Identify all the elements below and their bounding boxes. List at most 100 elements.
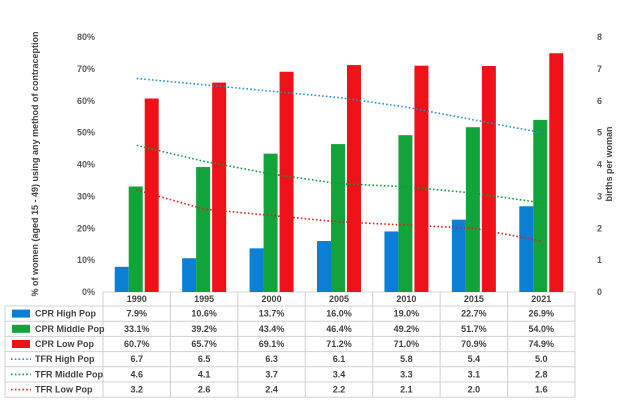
data-label: 54.0% xyxy=(529,324,555,334)
data-label: 3.4 xyxy=(333,369,346,379)
y2-tick-label: 0 xyxy=(597,287,602,297)
bar-cpr-low-pop xyxy=(347,65,361,292)
bar-cpr-high-pop xyxy=(249,248,264,292)
legend-entry: CPR Middle Pop xyxy=(35,324,105,334)
data-label: 13.7% xyxy=(259,309,285,319)
data-label: 22.7% xyxy=(461,309,487,319)
data-label: 1.6 xyxy=(535,385,548,395)
y2-axis-title: births per woman xyxy=(604,126,614,201)
data-label: 3.1 xyxy=(468,369,481,379)
x-tick-label: 2010 xyxy=(396,294,416,304)
bar-cpr-middle-pop xyxy=(331,144,345,292)
data-label: 6.5 xyxy=(198,354,211,364)
data-label: 74.9% xyxy=(529,339,555,349)
legend-entry: TFR Low Pop xyxy=(35,385,93,395)
legend-entry: CPR Low Pop xyxy=(35,339,94,349)
data-label: 2.2 xyxy=(333,385,346,395)
data-label: 6.3 xyxy=(265,354,278,364)
data-label: 5.4 xyxy=(468,354,481,364)
data-label: 3.3 xyxy=(400,369,413,379)
bar-cpr-low-pop xyxy=(414,65,429,292)
data-label: 5.8 xyxy=(400,354,413,364)
y-axis-title: % of women (aged 15 - 49) using any meth… xyxy=(30,31,40,296)
bar-cpr-low-pop xyxy=(481,66,496,292)
bar-cpr-high-pop xyxy=(114,266,129,292)
legend-key-swatch xyxy=(12,340,30,348)
bar-cpr-high-pop xyxy=(451,219,466,292)
y-tick-label: 60% xyxy=(77,96,95,106)
data-label: 3.7 xyxy=(265,369,278,379)
y2-tick-label: 5 xyxy=(597,128,602,138)
line-tfr-low-pop xyxy=(136,189,542,242)
x-tick-label: 1995 xyxy=(194,294,214,304)
bar-cpr-high-pop xyxy=(384,231,399,292)
bar-cpr-middle-pop xyxy=(128,186,143,292)
y-tick-label: 10% xyxy=(77,255,95,265)
data-label: 51.7% xyxy=(461,324,487,334)
y-tick-label: 0% xyxy=(82,287,95,297)
data-label: 2.0 xyxy=(468,385,481,395)
y2-tick-label: 7 xyxy=(597,64,602,74)
x-tick-label: 1990 xyxy=(127,294,147,304)
y2-tick-label: 1 xyxy=(597,255,602,265)
y2-tick-label: 3 xyxy=(597,191,602,201)
bar-cpr-low-pop xyxy=(549,53,564,292)
x-tick-label: 2015 xyxy=(464,294,484,304)
bar-cpr-middle-pop xyxy=(263,153,278,292)
x-tick-label: 2021 xyxy=(531,294,551,304)
bar-cpr-high-pop xyxy=(519,206,534,292)
line-tfr-high-pop xyxy=(136,77,542,134)
bar-cpr-middle-pop xyxy=(398,135,413,292)
data-label: 2.1 xyxy=(400,385,413,395)
data-label: 71.2% xyxy=(326,339,352,349)
y-tick-label: 70% xyxy=(77,64,95,74)
data-label: 4.6 xyxy=(130,369,143,379)
bar-cpr-middle-pop xyxy=(533,119,548,292)
bar-cpr-middle-pop xyxy=(465,127,480,292)
bar-cpr-middle-pop xyxy=(196,167,211,292)
data-label: 7.9% xyxy=(126,309,147,319)
data-label: 26.9% xyxy=(529,309,555,319)
y2-tick-label: 2 xyxy=(597,223,602,233)
y-tick-label: 80% xyxy=(77,32,95,42)
bar-cpr-low-pop xyxy=(144,98,159,292)
data-label: 49.2% xyxy=(394,324,420,334)
legend-entry: CPR High Pop xyxy=(35,309,96,319)
legend-entry: TFR Middle Pop xyxy=(35,369,103,379)
data-label: 6.1 xyxy=(333,354,346,364)
data-label: 43.4% xyxy=(259,324,285,334)
data-label: 16.0% xyxy=(326,309,352,319)
bar-cpr-low-pop xyxy=(212,82,227,292)
data-label: 5.0 xyxy=(535,354,548,364)
legend-key-swatch xyxy=(12,309,30,318)
y2-tick-label: 8 xyxy=(597,32,602,42)
x-tick-label: 2005 xyxy=(329,294,349,304)
data-label: 2.8 xyxy=(535,369,548,379)
data-label: 71.0% xyxy=(394,339,420,349)
data-label: 10.6% xyxy=(191,309,217,319)
data-label: 6.7 xyxy=(130,354,143,364)
legend-key-swatch xyxy=(12,324,30,333)
bar-cpr-high-pop xyxy=(317,241,331,292)
data-label: 19.0% xyxy=(394,309,420,319)
y-tick-label: 40% xyxy=(77,160,95,170)
y-tick-label: 20% xyxy=(77,223,95,233)
bar-cpr-low-pop xyxy=(279,71,294,293)
data-label: 39.2% xyxy=(191,324,217,334)
data-label: 2.4 xyxy=(265,385,278,395)
legend-entry: TFR High Pop xyxy=(35,354,95,364)
data-label: 65.7% xyxy=(191,339,217,349)
bar-cpr-high-pop xyxy=(182,258,197,292)
data-label: 4.1 xyxy=(198,369,211,379)
data-label: 69.1% xyxy=(259,339,285,349)
y2-tick-label: 4 xyxy=(597,160,602,170)
data-label: 46.4% xyxy=(326,324,352,334)
y-tick-label: 50% xyxy=(77,128,95,138)
data-label: 2.6 xyxy=(198,385,211,395)
data-label: 70.9% xyxy=(461,339,487,349)
data-label: 33.1% xyxy=(124,324,150,334)
data-label: 60.7% xyxy=(124,339,150,349)
y2-tick-label: 6 xyxy=(597,96,602,106)
